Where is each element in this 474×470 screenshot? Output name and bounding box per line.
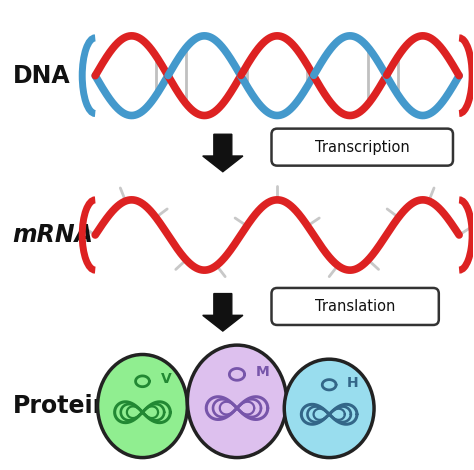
Text: M: M	[256, 365, 270, 379]
Text: H: H	[346, 376, 358, 390]
Ellipse shape	[187, 345, 287, 458]
FancyBboxPatch shape	[272, 288, 439, 325]
Text: Translation: Translation	[315, 299, 395, 314]
Text: Transcription: Transcription	[315, 140, 410, 155]
Ellipse shape	[284, 359, 374, 458]
FancyBboxPatch shape	[272, 129, 453, 165]
Ellipse shape	[98, 354, 187, 458]
FancyArrow shape	[203, 134, 243, 172]
Text: DNA: DNA	[12, 63, 70, 88]
Text: V: V	[161, 372, 171, 386]
FancyArrow shape	[203, 294, 243, 331]
Text: Protein: Protein	[12, 394, 110, 418]
Text: mRNA: mRNA	[12, 223, 93, 247]
